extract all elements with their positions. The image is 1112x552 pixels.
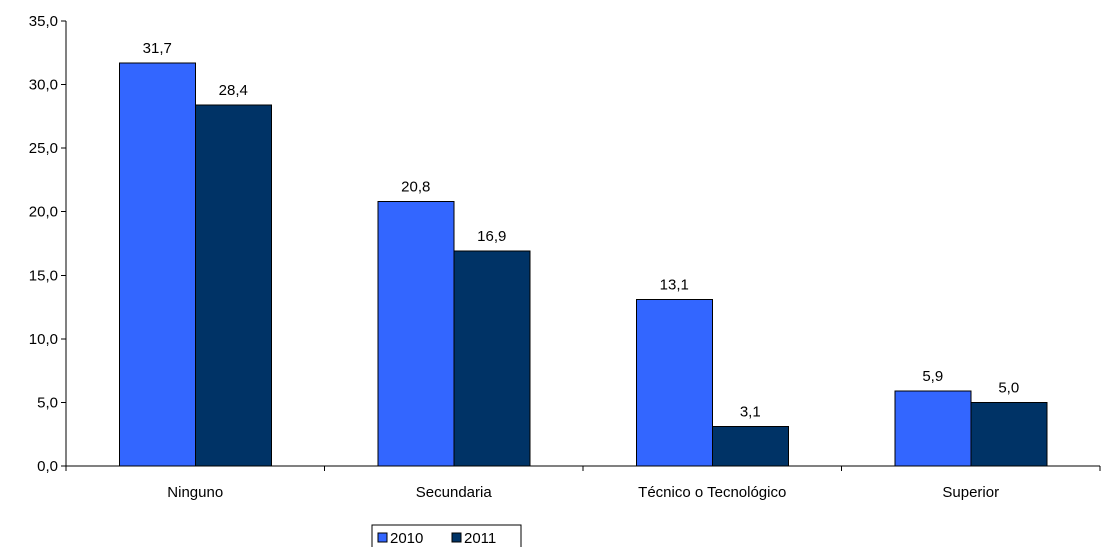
y-tick-label: 25,0	[29, 140, 58, 157]
category-label: Secundaria	[416, 484, 493, 501]
data-label: 3,1	[740, 404, 761, 421]
data-label: 28,4	[219, 82, 248, 99]
bars-group	[118, 62, 1048, 467]
bar-2011-1	[453, 250, 531, 467]
bar-2011-3	[970, 401, 1048, 467]
category-labels-group: Ninguno Secundaria Técnico o Tecnológico Su…	[167, 484, 999, 501]
category-label: Ninguno	[167, 484, 223, 501]
y-tick-label: 20,0	[29, 204, 58, 221]
y-tick-label: 30,0	[29, 77, 58, 94]
y-tick-label: 5,0	[37, 394, 58, 411]
legend-label-2011: 2011	[464, 530, 496, 547]
data-label: 5,0	[998, 379, 1019, 396]
x-axis-ticks	[65, 466, 1101, 471]
value-labels-group: 31,7 28,4 20,8 16,9 13,1 3,1 5,9 5,0	[143, 40, 1020, 421]
y-tick-label: 10,0	[29, 331, 58, 348]
legend-swatch-2010	[377, 532, 388, 543]
legend-swatch-2011	[451, 532, 462, 543]
category-label: Técnico o Tecnológico	[638, 484, 786, 501]
y-tick-label: 0,0	[37, 458, 58, 475]
data-label: 31,7	[143, 40, 172, 57]
legend-label-2010: 2010	[390, 530, 423, 547]
bar-2011-2	[711, 426, 789, 467]
legend-frame	[371, 524, 522, 550]
bar-2011-0	[194, 104, 272, 467]
y-tick-label: 15,0	[29, 267, 58, 284]
y-axis-ticks: 0,0 5,0 10,0 15,0 20,0 25,0 30,0 35,0	[29, 13, 66, 475]
data-label: 13,1	[660, 276, 689, 293]
y-tick-label: 35,0	[29, 13, 58, 30]
data-label: 16,9	[477, 228, 506, 245]
bar-2010-3	[894, 390, 972, 467]
category-label: Superior	[942, 484, 999, 501]
bar-2010-1	[377, 201, 455, 467]
data-label: 20,8	[401, 179, 430, 196]
bar-2010-2	[635, 298, 713, 467]
bar-2010-0	[118, 62, 196, 467]
legend: 2010 2011	[371, 524, 522, 550]
data-label: 5,9	[922, 368, 943, 385]
